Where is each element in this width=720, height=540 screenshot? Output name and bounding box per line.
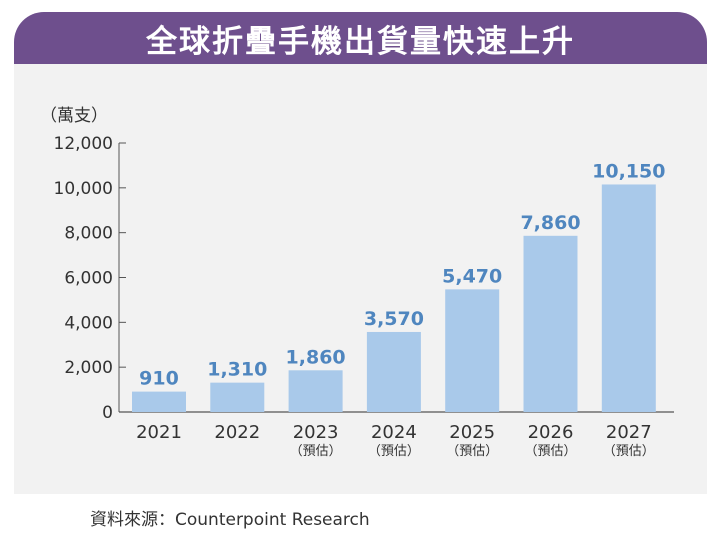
value-label-2027: 10,150	[592, 160, 665, 182]
bar-chart: （萬支） 0 2,000 4,000 6,000 8,000 10,000 12,000 910…	[40, 106, 674, 459]
y-tick-label: 6,000	[64, 269, 113, 289]
x-tick-note: （預估）	[446, 444, 498, 459]
bar-2027	[601, 184, 656, 412]
y-axis-unit-label: （萬支）	[40, 106, 108, 126]
chart-title: 全球折疊手機出貨量快速上升	[146, 23, 575, 60]
value-label-2022: 1,310	[207, 359, 267, 381]
x-tick-label: 2021	[136, 422, 182, 443]
value-label-2025: 5,470	[442, 265, 502, 287]
x-tick-label: 2025	[449, 422, 495, 443]
bar-2021	[132, 391, 186, 412]
y-tick-label: 10,000	[54, 179, 113, 199]
y-tick-label: 0	[102, 403, 113, 423]
bar-2023	[288, 370, 343, 412]
y-tick-label: 2,000	[64, 358, 113, 378]
bar-2025	[445, 289, 500, 412]
bar-2024	[366, 331, 421, 412]
x-tick-note: （預估）	[290, 444, 342, 459]
y-tick-label: 4,000	[64, 313, 113, 333]
x-tick-label: 2022	[214, 422, 260, 443]
y-tick-label: 12,000	[54, 134, 113, 154]
title-banner: 全球折疊手機出貨量快速上升	[14, 12, 707, 64]
x-tick-label: 2026	[528, 422, 574, 443]
x-tick-note: （預估）	[524, 444, 576, 459]
source-note: 資料來源：Counterpoint Research	[90, 510, 370, 530]
x-tick-label: 2024	[371, 422, 417, 443]
value-label-2026: 7,860	[520, 212, 580, 234]
x-tick-label: 2023	[293, 422, 339, 443]
x-tick-note: （預估）	[368, 444, 420, 459]
x-tick-label: 2027	[606, 422, 652, 443]
value-label-2024: 3,570	[364, 308, 424, 330]
bar-2022	[210, 382, 265, 412]
chart-panel: （萬支） 0 2,000 4,000 6,000 8,000 10,000 12,000 910…	[14, 64, 707, 494]
bar-2026	[523, 235, 578, 412]
value-label-2021: 910	[139, 368, 179, 390]
y-tick-label: 8,000	[64, 224, 113, 244]
value-label-2023: 1,860	[286, 346, 346, 368]
x-tick-note: （預估）	[603, 444, 655, 459]
